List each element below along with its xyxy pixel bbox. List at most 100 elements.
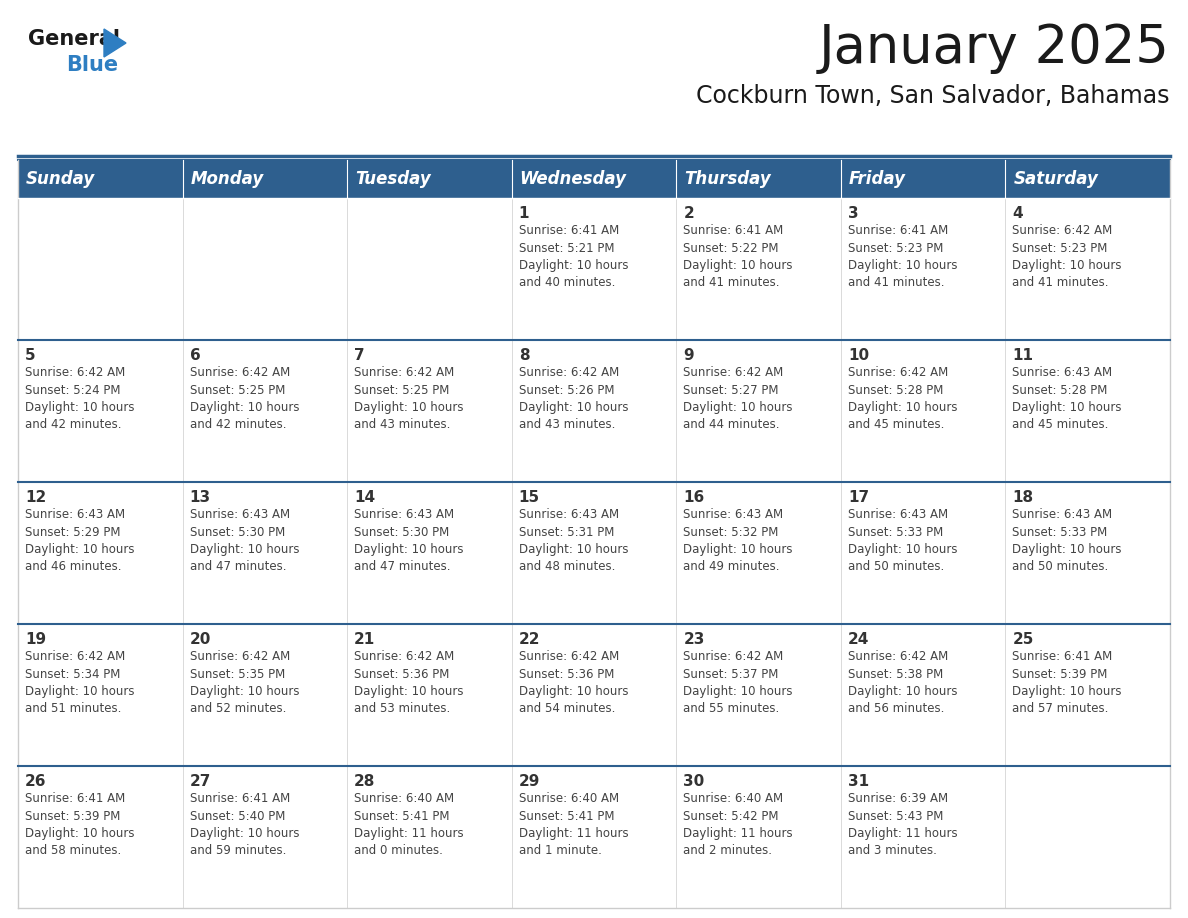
Bar (512, 624, 676, 766)
Text: Sunday: Sunday (26, 170, 95, 188)
Text: Sunrise: 6:42 AM
Sunset: 5:23 PM
Daylight: 10 hours
and 41 minutes.: Sunrise: 6:42 AM Sunset: 5:23 PM Dayligh… (1012, 224, 1121, 289)
Bar (1005, 160, 1170, 198)
Bar (18, 482, 183, 624)
Text: Wednesday: Wednesday (519, 170, 627, 188)
Bar (512, 766, 676, 908)
Text: Sunrise: 6:42 AM
Sunset: 5:34 PM
Daylight: 10 hours
and 51 minutes.: Sunrise: 6:42 AM Sunset: 5:34 PM Dayligh… (25, 650, 134, 715)
Bar (183, 340, 347, 482)
Text: 5: 5 (25, 348, 36, 363)
Bar (676, 766, 841, 908)
Text: Sunrise: 6:43 AM
Sunset: 5:29 PM
Daylight: 10 hours
and 46 minutes.: Sunrise: 6:43 AM Sunset: 5:29 PM Dayligh… (25, 508, 134, 574)
Text: Sunrise: 6:41 AM
Sunset: 5:21 PM
Daylight: 10 hours
and 40 minutes.: Sunrise: 6:41 AM Sunset: 5:21 PM Dayligh… (519, 224, 628, 289)
Bar (1005, 624, 1170, 766)
Text: 20: 20 (190, 632, 211, 647)
Bar (676, 340, 841, 482)
Text: 6: 6 (190, 348, 201, 363)
Bar (676, 482, 841, 624)
Text: Sunrise: 6:40 AM
Sunset: 5:41 PM
Daylight: 11 hours
and 0 minutes.: Sunrise: 6:40 AM Sunset: 5:41 PM Dayligh… (354, 792, 463, 857)
Bar (1005, 766, 1170, 908)
Text: Sunrise: 6:39 AM
Sunset: 5:43 PM
Daylight: 11 hours
and 3 minutes.: Sunrise: 6:39 AM Sunset: 5:43 PM Dayligh… (848, 792, 958, 857)
Text: General: General (29, 29, 120, 49)
Text: Sunrise: 6:41 AM
Sunset: 5:22 PM
Daylight: 10 hours
and 41 minutes.: Sunrise: 6:41 AM Sunset: 5:22 PM Dayligh… (683, 224, 792, 289)
Text: Sunrise: 6:42 AM
Sunset: 5:38 PM
Daylight: 10 hours
and 56 minutes.: Sunrise: 6:42 AM Sunset: 5:38 PM Dayligh… (848, 650, 958, 715)
Text: 7: 7 (354, 348, 365, 363)
Bar (841, 766, 1005, 908)
Text: 3: 3 (848, 206, 859, 221)
Text: 27: 27 (190, 774, 211, 789)
Bar (841, 198, 1005, 340)
Bar (347, 198, 512, 340)
Bar (18, 198, 183, 340)
Bar (676, 160, 841, 198)
Text: 25: 25 (1012, 632, 1034, 647)
Bar (18, 160, 183, 198)
Text: 19: 19 (25, 632, 46, 647)
Text: 17: 17 (848, 490, 868, 505)
Bar (347, 766, 512, 908)
Text: Sunrise: 6:41 AM
Sunset: 5:23 PM
Daylight: 10 hours
and 41 minutes.: Sunrise: 6:41 AM Sunset: 5:23 PM Dayligh… (848, 224, 958, 289)
Text: Friday: Friday (849, 170, 906, 188)
Text: 23: 23 (683, 632, 704, 647)
Text: Sunrise: 6:41 AM
Sunset: 5:39 PM
Daylight: 10 hours
and 57 minutes.: Sunrise: 6:41 AM Sunset: 5:39 PM Dayligh… (1012, 650, 1121, 715)
Text: Sunrise: 6:41 AM
Sunset: 5:39 PM
Daylight: 10 hours
and 58 minutes.: Sunrise: 6:41 AM Sunset: 5:39 PM Dayligh… (25, 792, 134, 857)
Text: Sunrise: 6:43 AM
Sunset: 5:28 PM
Daylight: 10 hours
and 45 minutes.: Sunrise: 6:43 AM Sunset: 5:28 PM Dayligh… (1012, 366, 1121, 431)
Text: 21: 21 (354, 632, 375, 647)
Bar (512, 198, 676, 340)
Text: Sunrise: 6:42 AM
Sunset: 5:28 PM
Daylight: 10 hours
and 45 minutes.: Sunrise: 6:42 AM Sunset: 5:28 PM Dayligh… (848, 366, 958, 431)
Bar (347, 624, 512, 766)
Bar (676, 198, 841, 340)
Text: Sunrise: 6:42 AM
Sunset: 5:36 PM
Daylight: 10 hours
and 54 minutes.: Sunrise: 6:42 AM Sunset: 5:36 PM Dayligh… (519, 650, 628, 715)
Bar (18, 340, 183, 482)
Text: Sunrise: 6:43 AM
Sunset: 5:31 PM
Daylight: 10 hours
and 48 minutes.: Sunrise: 6:43 AM Sunset: 5:31 PM Dayligh… (519, 508, 628, 574)
Text: 30: 30 (683, 774, 704, 789)
Text: 11: 11 (1012, 348, 1034, 363)
Text: 22: 22 (519, 632, 541, 647)
Text: 29: 29 (519, 774, 541, 789)
Text: Sunrise: 6:42 AM
Sunset: 5:25 PM
Daylight: 10 hours
and 43 minutes.: Sunrise: 6:42 AM Sunset: 5:25 PM Dayligh… (354, 366, 463, 431)
Text: 31: 31 (848, 774, 868, 789)
Text: 9: 9 (683, 348, 694, 363)
Bar (1005, 482, 1170, 624)
Text: 1: 1 (519, 206, 529, 221)
Text: 8: 8 (519, 348, 530, 363)
Polygon shape (105, 29, 126, 57)
Text: 15: 15 (519, 490, 539, 505)
Bar (841, 624, 1005, 766)
Bar (183, 482, 347, 624)
Bar (18, 766, 183, 908)
Text: 18: 18 (1012, 490, 1034, 505)
Text: Sunrise: 6:41 AM
Sunset: 5:40 PM
Daylight: 10 hours
and 59 minutes.: Sunrise: 6:41 AM Sunset: 5:40 PM Dayligh… (190, 792, 299, 857)
Text: Tuesday: Tuesday (355, 170, 431, 188)
Bar (841, 160, 1005, 198)
Text: Monday: Monday (190, 170, 264, 188)
Bar (512, 160, 676, 198)
Text: January 2025: January 2025 (819, 22, 1170, 74)
Bar (676, 624, 841, 766)
Text: Thursday: Thursday (684, 170, 771, 188)
Bar (347, 160, 512, 198)
Bar (183, 160, 347, 198)
Bar (1005, 198, 1170, 340)
Text: Cockburn Town, San Salvador, Bahamas: Cockburn Town, San Salvador, Bahamas (696, 84, 1170, 108)
Bar (18, 624, 183, 766)
Text: Sunrise: 6:43 AM
Sunset: 5:33 PM
Daylight: 10 hours
and 50 minutes.: Sunrise: 6:43 AM Sunset: 5:33 PM Dayligh… (1012, 508, 1121, 574)
Text: Sunrise: 6:42 AM
Sunset: 5:36 PM
Daylight: 10 hours
and 53 minutes.: Sunrise: 6:42 AM Sunset: 5:36 PM Dayligh… (354, 650, 463, 715)
Bar (183, 198, 347, 340)
Bar (183, 766, 347, 908)
Text: 14: 14 (354, 490, 375, 505)
Text: 26: 26 (25, 774, 46, 789)
Bar (347, 340, 512, 482)
Text: 16: 16 (683, 490, 704, 505)
Text: Sunrise: 6:42 AM
Sunset: 5:27 PM
Daylight: 10 hours
and 44 minutes.: Sunrise: 6:42 AM Sunset: 5:27 PM Dayligh… (683, 366, 792, 431)
Text: Sunrise: 6:43 AM
Sunset: 5:30 PM
Daylight: 10 hours
and 47 minutes.: Sunrise: 6:43 AM Sunset: 5:30 PM Dayligh… (354, 508, 463, 574)
Text: 10: 10 (848, 348, 868, 363)
Text: Sunrise: 6:42 AM
Sunset: 5:35 PM
Daylight: 10 hours
and 52 minutes.: Sunrise: 6:42 AM Sunset: 5:35 PM Dayligh… (190, 650, 299, 715)
Bar (347, 482, 512, 624)
Bar (512, 482, 676, 624)
Text: 4: 4 (1012, 206, 1023, 221)
Text: Saturday: Saturday (1013, 170, 1098, 188)
Text: Sunrise: 6:42 AM
Sunset: 5:25 PM
Daylight: 10 hours
and 42 minutes.: Sunrise: 6:42 AM Sunset: 5:25 PM Dayligh… (190, 366, 299, 431)
Text: Blue: Blue (67, 55, 118, 75)
Text: Sunrise: 6:42 AM
Sunset: 5:26 PM
Daylight: 10 hours
and 43 minutes.: Sunrise: 6:42 AM Sunset: 5:26 PM Dayligh… (519, 366, 628, 431)
Bar (183, 624, 347, 766)
